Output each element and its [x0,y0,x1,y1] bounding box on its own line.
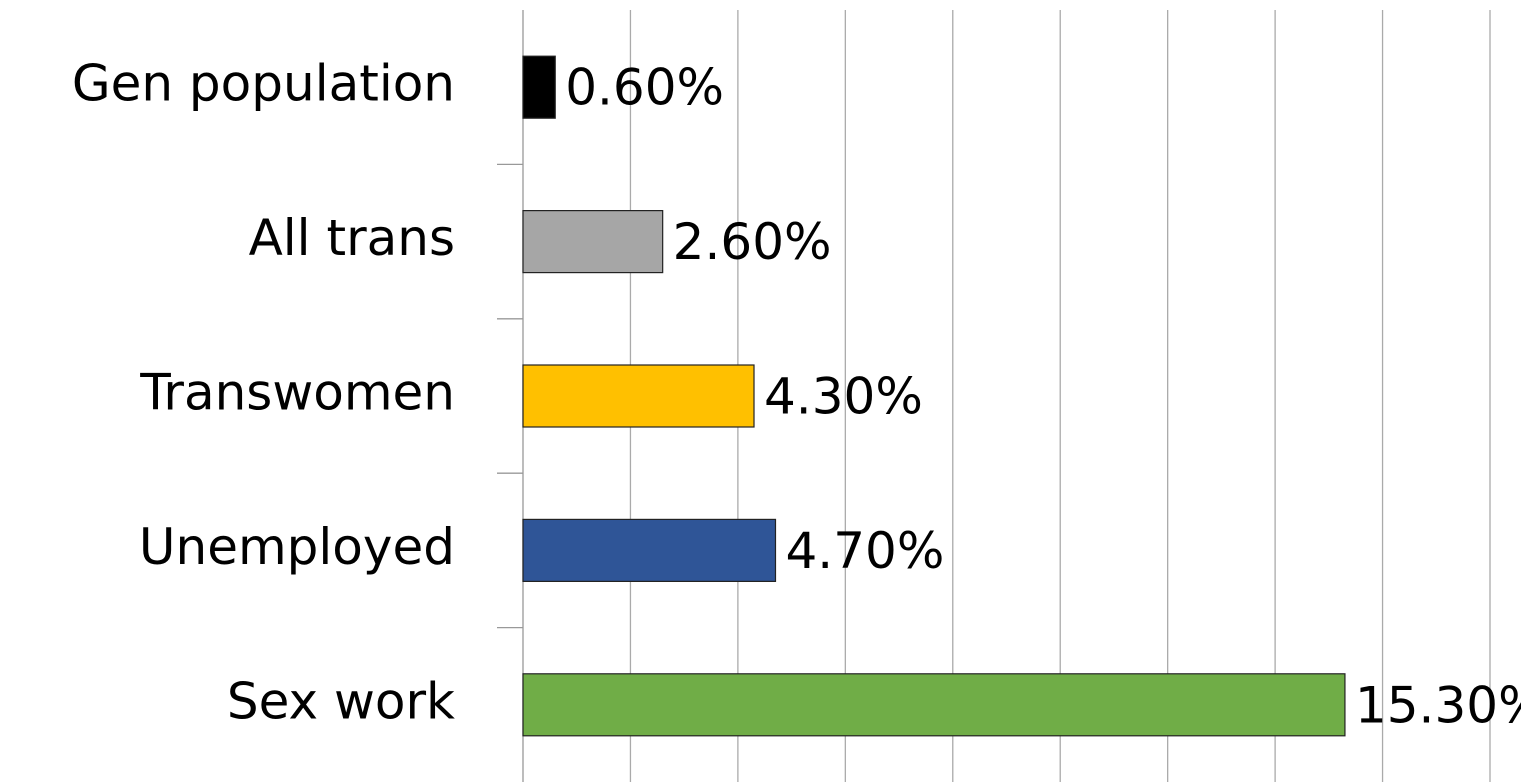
value-label: 4.70% [785,522,944,580]
bar [522,55,556,119]
value-label: 0.60% [565,59,724,117]
bar [522,518,777,583]
bar [522,673,1346,737]
category-label: All trans [249,209,455,267]
value-label: 2.60% [673,213,832,271]
category-label: Transwomen [139,364,455,422]
value-label: 4.30% [764,368,923,426]
bar [522,364,755,428]
category-label: Gen population [72,55,455,113]
category-label: Sex work [227,672,455,730]
value-label: 15.30% [1355,676,1521,734]
bar [522,210,664,274]
category-label: Unemployed [139,518,455,576]
